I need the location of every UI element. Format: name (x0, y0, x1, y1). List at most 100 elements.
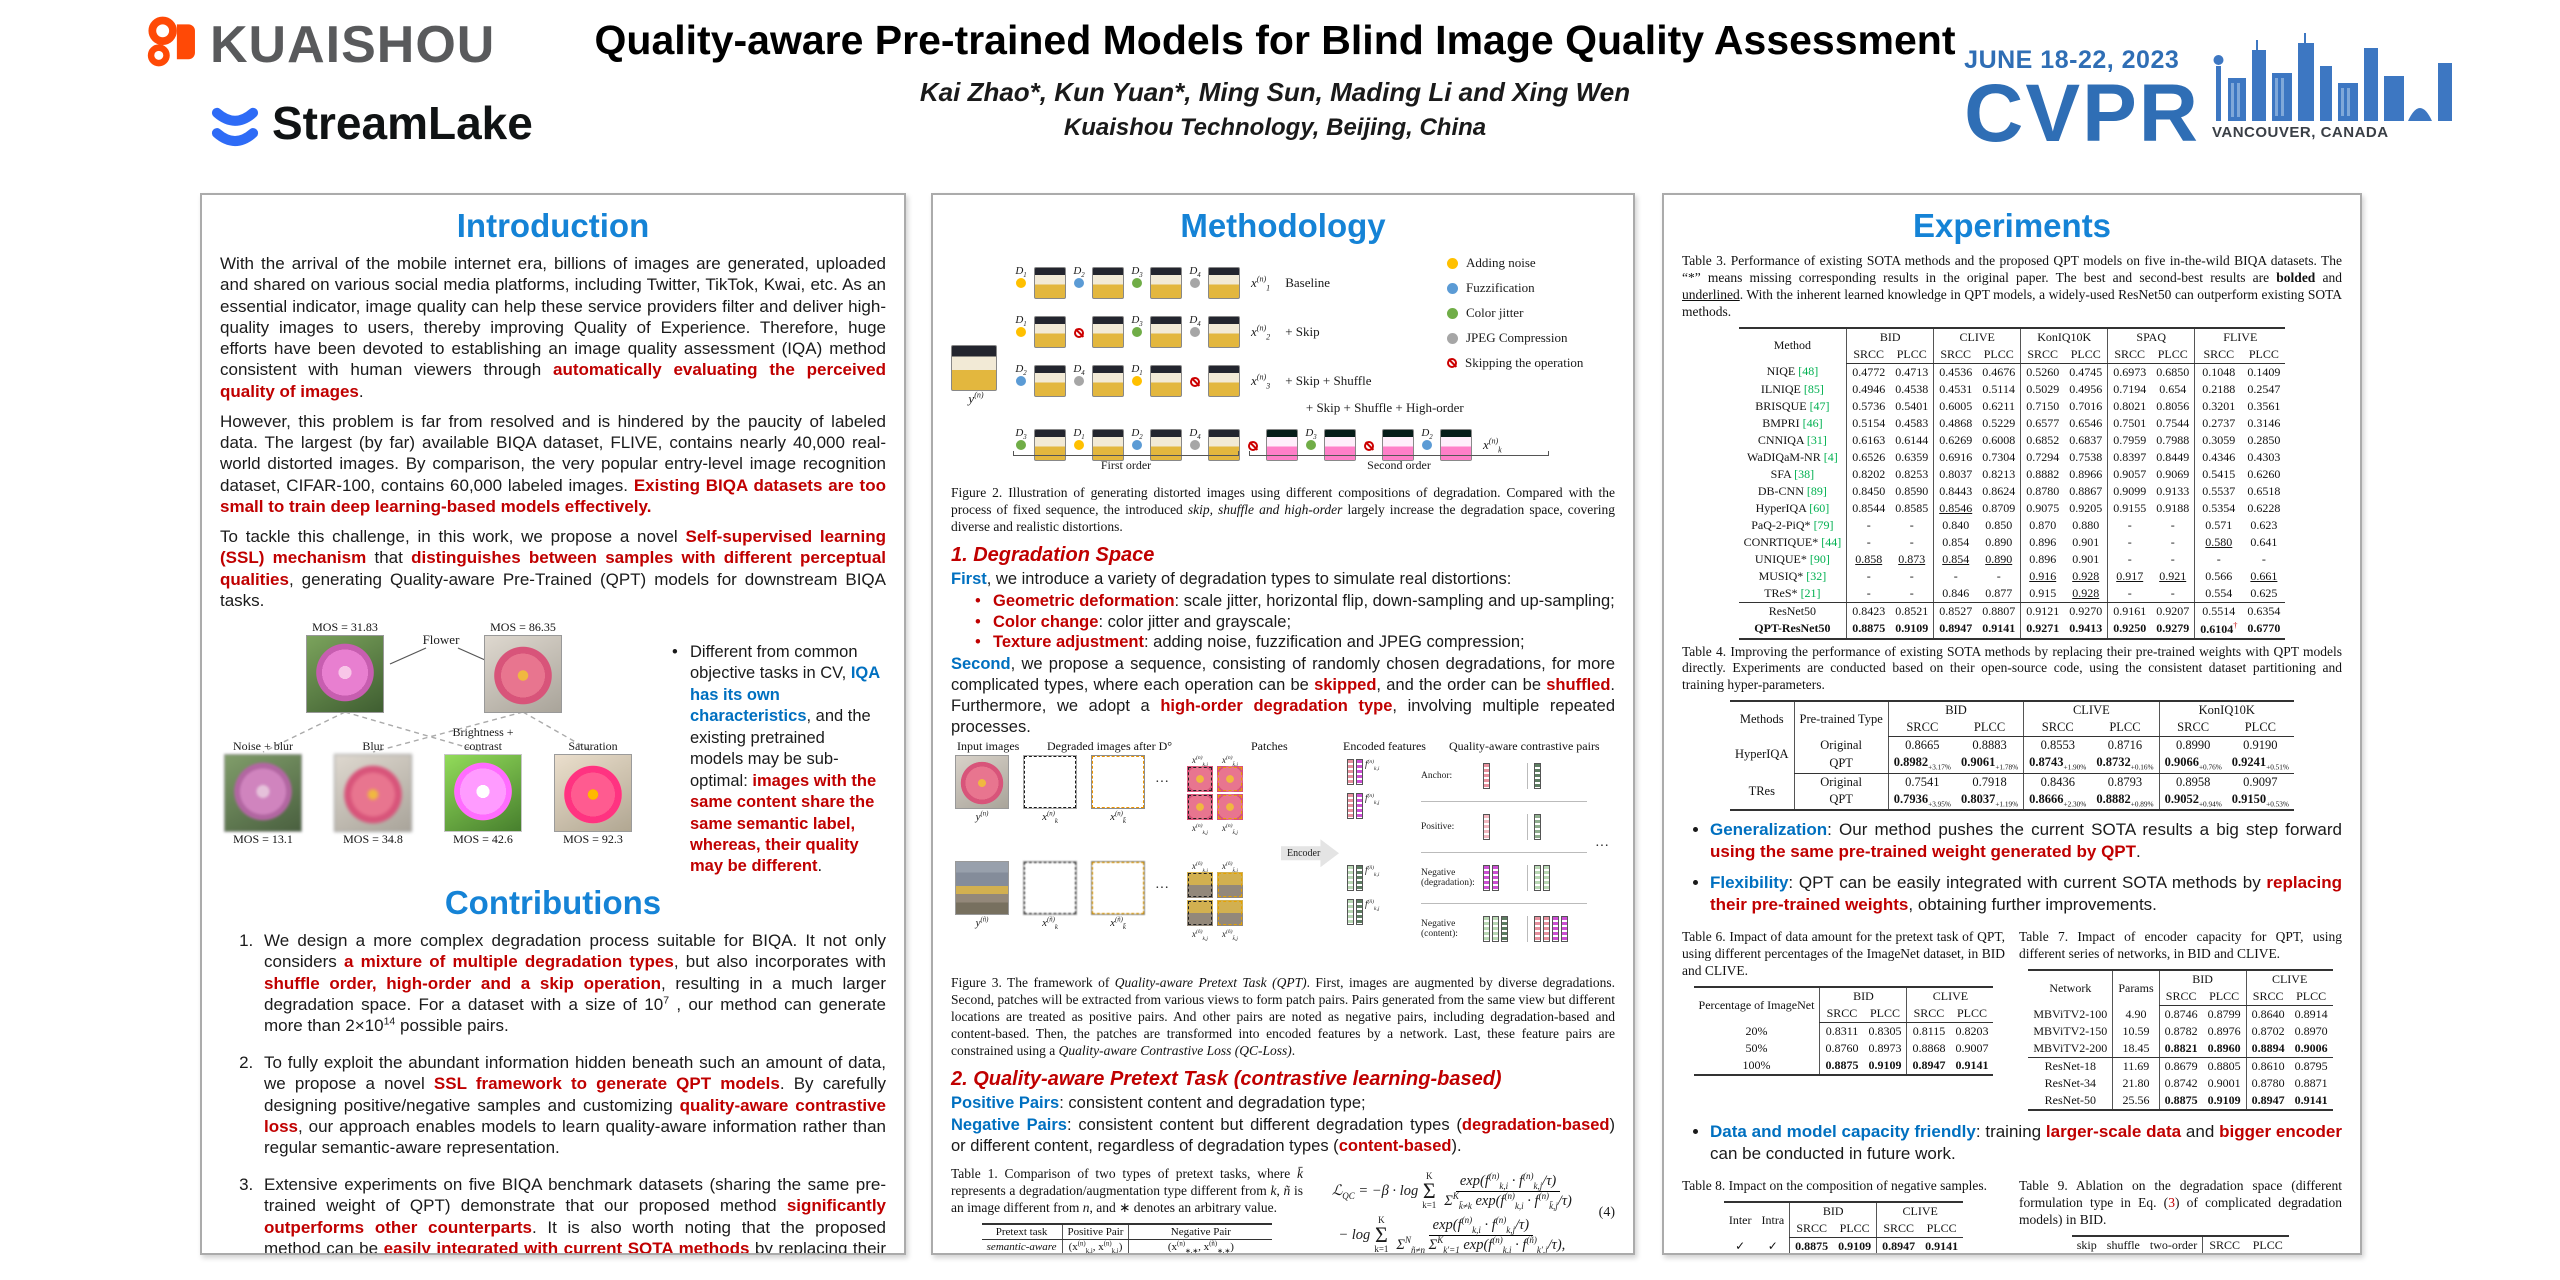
table-row: ResNet-34 21.80 0.8742 0.9001 0.8780 0.8871 (2028, 1075, 2332, 1093)
poster-title: Quality-aware Pre-trained Models for Bli… (594, 17, 1956, 63)
source-image-label: y(n) (968, 390, 984, 406)
pair-type-label: Negative (content): (1421, 918, 1458, 940)
table-cell: 0.8973 (1868, 1041, 1902, 1056)
table-cell: 0.7541 (1887, 773, 1956, 791)
table-cell: 0.8742 (2158, 1075, 2203, 1093)
step-label: D3 (1131, 314, 1143, 329)
table-cell: MUSIQ* [32] (1758, 568, 1827, 583)
output-label: x(n)1 (1251, 274, 1271, 293)
legend-item: Adding noise (1447, 255, 1615, 271)
column-header: Pre-trained Type (1793, 701, 1889, 737)
table-cell: - (1909, 568, 1914, 583)
degradation-rows: D1 D2 D3 D4 x(n)1 Baseline D1 D3 D4 x(n)2 + Skip D2… (1013, 253, 1504, 464)
feature-cluster: f(ñ)k,j (1347, 899, 1379, 926)
order-braces: First order Second order (1013, 451, 1549, 473)
table-cell: 0.921 (2159, 568, 2187, 583)
figure-3-column-header: Encoded features (1343, 739, 1426, 754)
table-cell: 0.2850 (2247, 432, 2281, 447)
table-cell: TRes (1748, 783, 1775, 798)
table-cell: 0.9207 (2156, 603, 2190, 618)
table-cell: 0.8795 (2294, 1059, 2328, 1074)
table-cell: 0.8958 (2158, 773, 2227, 791)
table-cell: 0.4676 (1982, 364, 2016, 379)
negative-pairs-line: Negative Pairs: consistent content but d… (951, 1115, 1616, 1155)
table-cell: 0.6008 (1982, 432, 2016, 447)
pair-group-2 (1527, 814, 1587, 841)
feature-cluster: f(n)k,j (1347, 793, 1379, 820)
table-cell: - (1996, 568, 2001, 583)
table-7-caption: Table 7. Impact of encoder capacity for … (2019, 929, 2342, 962)
methodology-heading: Methodology (1180, 207, 1386, 244)
table-cell: 20% (1745, 1023, 1768, 1038)
table-cell: NIQE [48] (1766, 364, 1819, 379)
image-patch (1217, 794, 1243, 821)
table-8-caption: Table 8. Impact on the composition of ne… (1682, 1178, 1987, 1194)
table-cell: 0.928 (2064, 584, 2108, 603)
table-cell: 0.625 (2242, 584, 2286, 603)
column-header: SRCC (1789, 1220, 1834, 1239)
table-header-row: SRCC PLCC SRCC PLCC (1694, 1005, 1994, 1024)
output-label: x(n)3 (1251, 372, 1271, 391)
table-cell: 0.9250 (2107, 619, 2152, 639)
step-label: D2 (1015, 363, 1027, 378)
table-1-caption: Table 1. Comparison of two types of pret… (951, 1166, 1303, 1216)
column-header: SRCC (2245, 988, 2290, 1007)
table-cell: 0.6577 (2020, 414, 2065, 432)
intro-paragraph-3: To tackle this challenge, in this work, … (220, 527, 886, 610)
table-3: Method BID CLIVE KonIQ10K SPAQ FLIVE SRCC PLCC S… (1738, 326, 2286, 640)
table-cell: 0.7150 (2020, 397, 2065, 415)
contrastive-pair-row: Negative (content): (1421, 904, 1587, 954)
output-label: x(n)k (1483, 436, 1502, 455)
contributions-heading: Contributions (444, 883, 662, 921)
legend-dot-icon (1447, 282, 1458, 294)
table-cell: 0.8450 (1846, 482, 1891, 500)
legend-dot-icon (1447, 257, 1458, 269)
table-cell: PaQ-2-PiQ* [79] (1751, 517, 1834, 532)
distortion-label: Noise + blur (232, 739, 294, 754)
framework-image-label: x(n)k̄ (1110, 810, 1126, 826)
table-cell: - (2170, 534, 2175, 549)
table-cell: 0.854 (1933, 550, 1978, 568)
table-header-row: SRCC PLCC SRCC PLCC (1724, 1220, 1964, 1239)
table-row: ResNet-50 25.56 0.8875 0.9109 0.8947 0.9141 (2028, 1092, 2332, 1111)
table-cell: 0.8871 (2294, 1076, 2328, 1091)
row-name: + Skip (1285, 324, 1320, 339)
legend-item: Color jitter (1447, 305, 1615, 321)
mos-example-figure: Flower MOS = 31.83 MOS = 86.35 Noise + blur… (220, 620, 660, 860)
flower-image (484, 635, 562, 713)
table-cell: 0.8960 (2202, 1040, 2247, 1059)
mos-top-image: MOS = 31.83 (306, 620, 384, 713)
streamlake-icon (211, 107, 259, 147)
column-header: BID (1887, 701, 2024, 720)
table-cell: 0.896 (2020, 550, 2065, 568)
table-row: QPT 0.8982+3.17% 0.9061+1.78% 0.8743+1.90% 0… (1730, 754, 2294, 774)
feature-label: f(ñ)k,i (1365, 865, 1380, 879)
table-row: TReS* [21] - -0.846 0.877 0.915 0.928- -0.554 0… (1738, 584, 2286, 603)
table-1: Pretext task Positive Pair Negative Pair se… (981, 1223, 1273, 1253)
table-row: QPT-ResNet50 0.8875 0.9109 0.8947 0.9141 0.92… (1739, 619, 2286, 639)
degraded-image (1150, 316, 1182, 348)
pair-type-label: Negative (degradation): (1421, 867, 1475, 889)
table-cell: 0.8443 (1933, 482, 1978, 500)
pair-group-1 (1483, 763, 1527, 790)
degradation-row: D3 D1 D2 D4 D3 D2 x(n)k (1013, 415, 1504, 461)
table-cell: 0.9141 (1920, 1237, 1964, 1253)
table-cell: 0.7959 (2107, 431, 2152, 449)
table-cell: 0.8807 (1982, 603, 2016, 618)
table-cell: 0.4956 (2069, 381, 2103, 396)
table-cell: 0.1048 (2194, 363, 2243, 381)
pair-group-2 (1527, 763, 1587, 790)
step-label: D2 (1421, 427, 1433, 442)
degradation-dot (1306, 440, 1316, 450)
table-cell: 0.2188 (2194, 380, 2243, 398)
table-cell: 0.8037+1.19% (1960, 791, 2019, 809)
table-cell: 0.8037 (1933, 465, 1978, 483)
column-header: SRCC (1906, 1005, 1951, 1024)
column-header: PLCC (2226, 719, 2294, 738)
table-cell: 0.4538 (1895, 381, 1929, 396)
table-cell: 0.9241+0.51% (2226, 754, 2294, 774)
column-header: KonIQ10K (2020, 327, 2108, 346)
table-3-caption: Table 3. Performance of existing SOTA me… (1682, 253, 2342, 319)
